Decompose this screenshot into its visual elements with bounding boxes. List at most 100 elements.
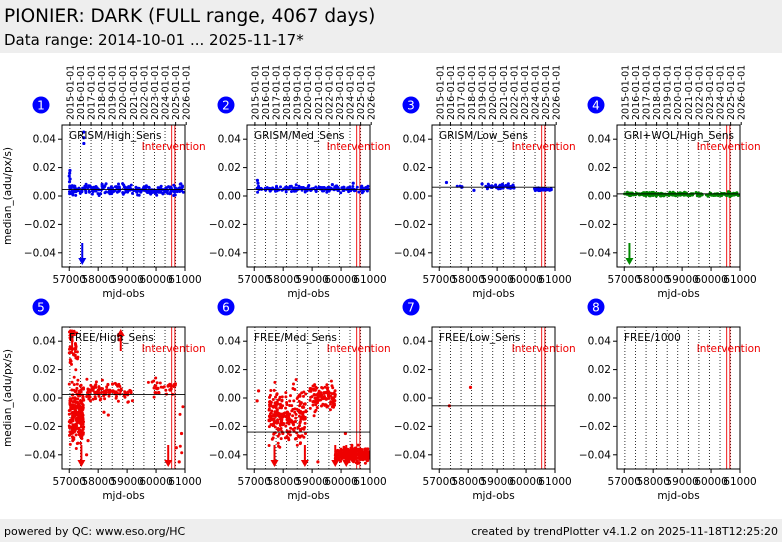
top-date-label: 2024-01-01: [716, 65, 727, 120]
top-date-label: 2026-01-01: [182, 65, 193, 120]
data-point: [276, 427, 280, 431]
data-point: [178, 190, 182, 193]
data-point: [279, 437, 283, 441]
x-axis-label: mjd-obs: [102, 288, 144, 300]
x-tick-label: 60000: [139, 476, 172, 488]
data-point: [173, 193, 177, 197]
data-point: [323, 385, 327, 389]
top-date-label: 2021-01-01: [684, 65, 695, 120]
data-point: [294, 416, 298, 420]
x-tick-label: 58000: [636, 476, 669, 488]
data-point: [119, 389, 123, 393]
data-point: [162, 190, 166, 194]
data-point: [104, 190, 108, 194]
data-point: [288, 399, 292, 403]
data-point: [102, 410, 106, 414]
data-point: [712, 194, 716, 197]
data-point: [76, 402, 80, 406]
data-point: [75, 422, 79, 425]
y-tick-label: −0.04: [24, 247, 56, 259]
data-point: [302, 417, 305, 421]
data-point: [351, 455, 354, 459]
data-point: [734, 191, 738, 195]
out-of-range-arrow-head: [270, 460, 279, 467]
x-tick-label: 60000: [139, 274, 172, 286]
data-point: [170, 189, 174, 193]
data-point: [72, 426, 76, 430]
top-date-label: 2025-01-01: [171, 65, 182, 120]
data-point: [494, 183, 498, 187]
y-tick-label: −0.02: [24, 219, 56, 231]
x-tick-label: 60000: [694, 274, 727, 286]
y-tick-label: 0.04: [33, 134, 57, 146]
data-point: [91, 397, 95, 401]
data-point: [181, 405, 185, 409]
top-date-label: 2021-01-01: [499, 65, 510, 120]
data-point: [274, 420, 278, 424]
y-tick-label: −0.04: [209, 247, 241, 259]
data-point: [299, 429, 303, 433]
x-axis-label: mjd-obs: [657, 490, 699, 502]
data-point: [115, 185, 119, 189]
x-tick-label: 60000: [324, 274, 357, 286]
data-point: [545, 188, 549, 192]
data-point: [139, 188, 143, 192]
data-point: [724, 193, 728, 197]
panel-number-badge: [32, 96, 50, 114]
data-point: [326, 394, 330, 398]
x-tick-label: 57000: [423, 476, 456, 488]
data-point: [70, 431, 74, 435]
y-tick-label: 0.02: [33, 364, 56, 376]
data-point: [157, 390, 161, 394]
top-date-label: 2019-01-01: [108, 65, 119, 120]
data-point: [131, 191, 134, 195]
data-point: [144, 186, 148, 189]
data-point: [299, 411, 302, 415]
top-date-label: 2020-01-01: [303, 65, 314, 120]
data-point: [118, 384, 122, 388]
data-point: [112, 189, 116, 193]
top-date-label: 2017-01-01: [642, 65, 653, 120]
data-point: [333, 185, 337, 189]
top-date-label: 2017-01-01: [457, 65, 468, 120]
data-point: [326, 386, 330, 390]
data-points: [67, 130, 185, 197]
data-points: [67, 329, 185, 464]
data-point: [290, 409, 294, 413]
panel-number-badge: [217, 96, 235, 114]
data-point: [178, 182, 182, 186]
data-point: [76, 357, 79, 361]
data-point: [295, 443, 299, 447]
data-point: [118, 392, 122, 396]
data-point: [86, 439, 90, 443]
data-point: [282, 422, 286, 426]
data-point: [298, 420, 302, 424]
data-point: [330, 183, 334, 187]
data-point: [81, 416, 85, 420]
data-point: [311, 403, 315, 407]
data-point: [74, 350, 77, 354]
data-point: [297, 399, 301, 403]
data-point: [288, 404, 292, 407]
panel-4: 0.04 0.02 0.00 −0.02 −0.04 570005800059000600…: [579, 65, 761, 300]
data-point: [330, 384, 334, 388]
data-point: [304, 392, 308, 396]
data-point: [101, 387, 104, 391]
data-point: [315, 386, 319, 390]
data-point: [285, 421, 289, 425]
data-point: [89, 399, 92, 403]
data-point: [284, 424, 288, 428]
data-point: [313, 383, 317, 387]
y-tick-label: 0.00: [33, 393, 56, 405]
data-point: [70, 350, 74, 354]
data-point: [294, 183, 298, 187]
x-tick-label: 61000: [723, 274, 756, 286]
data-point: [121, 192, 125, 196]
data-point: [350, 445, 354, 449]
data-point: [268, 419, 272, 423]
data-point: [277, 432, 281, 436]
y-tick-label: −0.02: [394, 219, 426, 231]
data-point: [81, 431, 85, 435]
data-point: [154, 191, 157, 195]
y-tick-label: 0.02: [33, 162, 56, 174]
